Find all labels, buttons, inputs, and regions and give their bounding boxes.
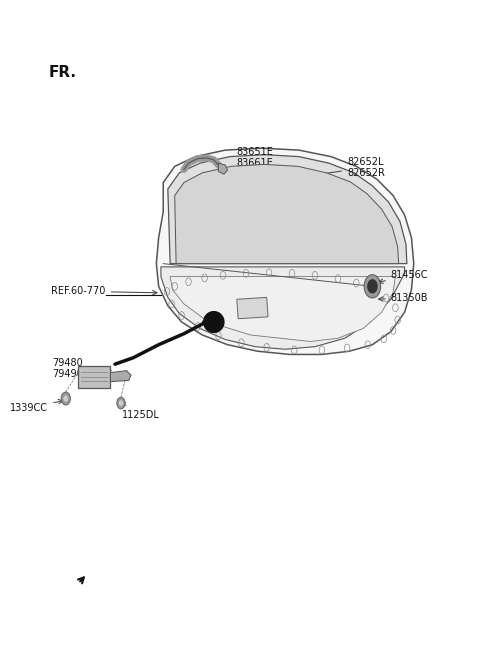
Polygon shape	[156, 148, 414, 354]
Text: 1125DL: 1125DL	[120, 402, 160, 420]
Circle shape	[61, 392, 71, 405]
Text: 83651E
83661E: 83651E 83661E	[224, 147, 274, 180]
Polygon shape	[175, 164, 398, 263]
Text: 1339CC: 1339CC	[10, 399, 63, 413]
Text: 81456C: 81456C	[379, 270, 428, 283]
Text: REF.60-770: REF.60-770	[51, 286, 157, 296]
Circle shape	[63, 396, 68, 402]
Polygon shape	[168, 154, 407, 263]
Ellipse shape	[204, 311, 224, 332]
Circle shape	[364, 275, 381, 298]
Text: 82652L
82652R: 82652L 82652R	[312, 156, 385, 178]
Polygon shape	[161, 267, 405, 350]
Circle shape	[368, 280, 377, 293]
Text: FR.: FR.	[48, 65, 76, 79]
Circle shape	[119, 400, 123, 406]
Text: 82663
82653B: 82663 82653B	[176, 212, 221, 233]
Circle shape	[117, 397, 125, 409]
Polygon shape	[110, 371, 131, 382]
Text: 79480
79490: 79480 79490	[52, 357, 111, 379]
Text: 81350B: 81350B	[379, 293, 428, 303]
Polygon shape	[237, 298, 268, 319]
Polygon shape	[170, 277, 396, 342]
Polygon shape	[78, 366, 110, 388]
Polygon shape	[218, 163, 228, 174]
